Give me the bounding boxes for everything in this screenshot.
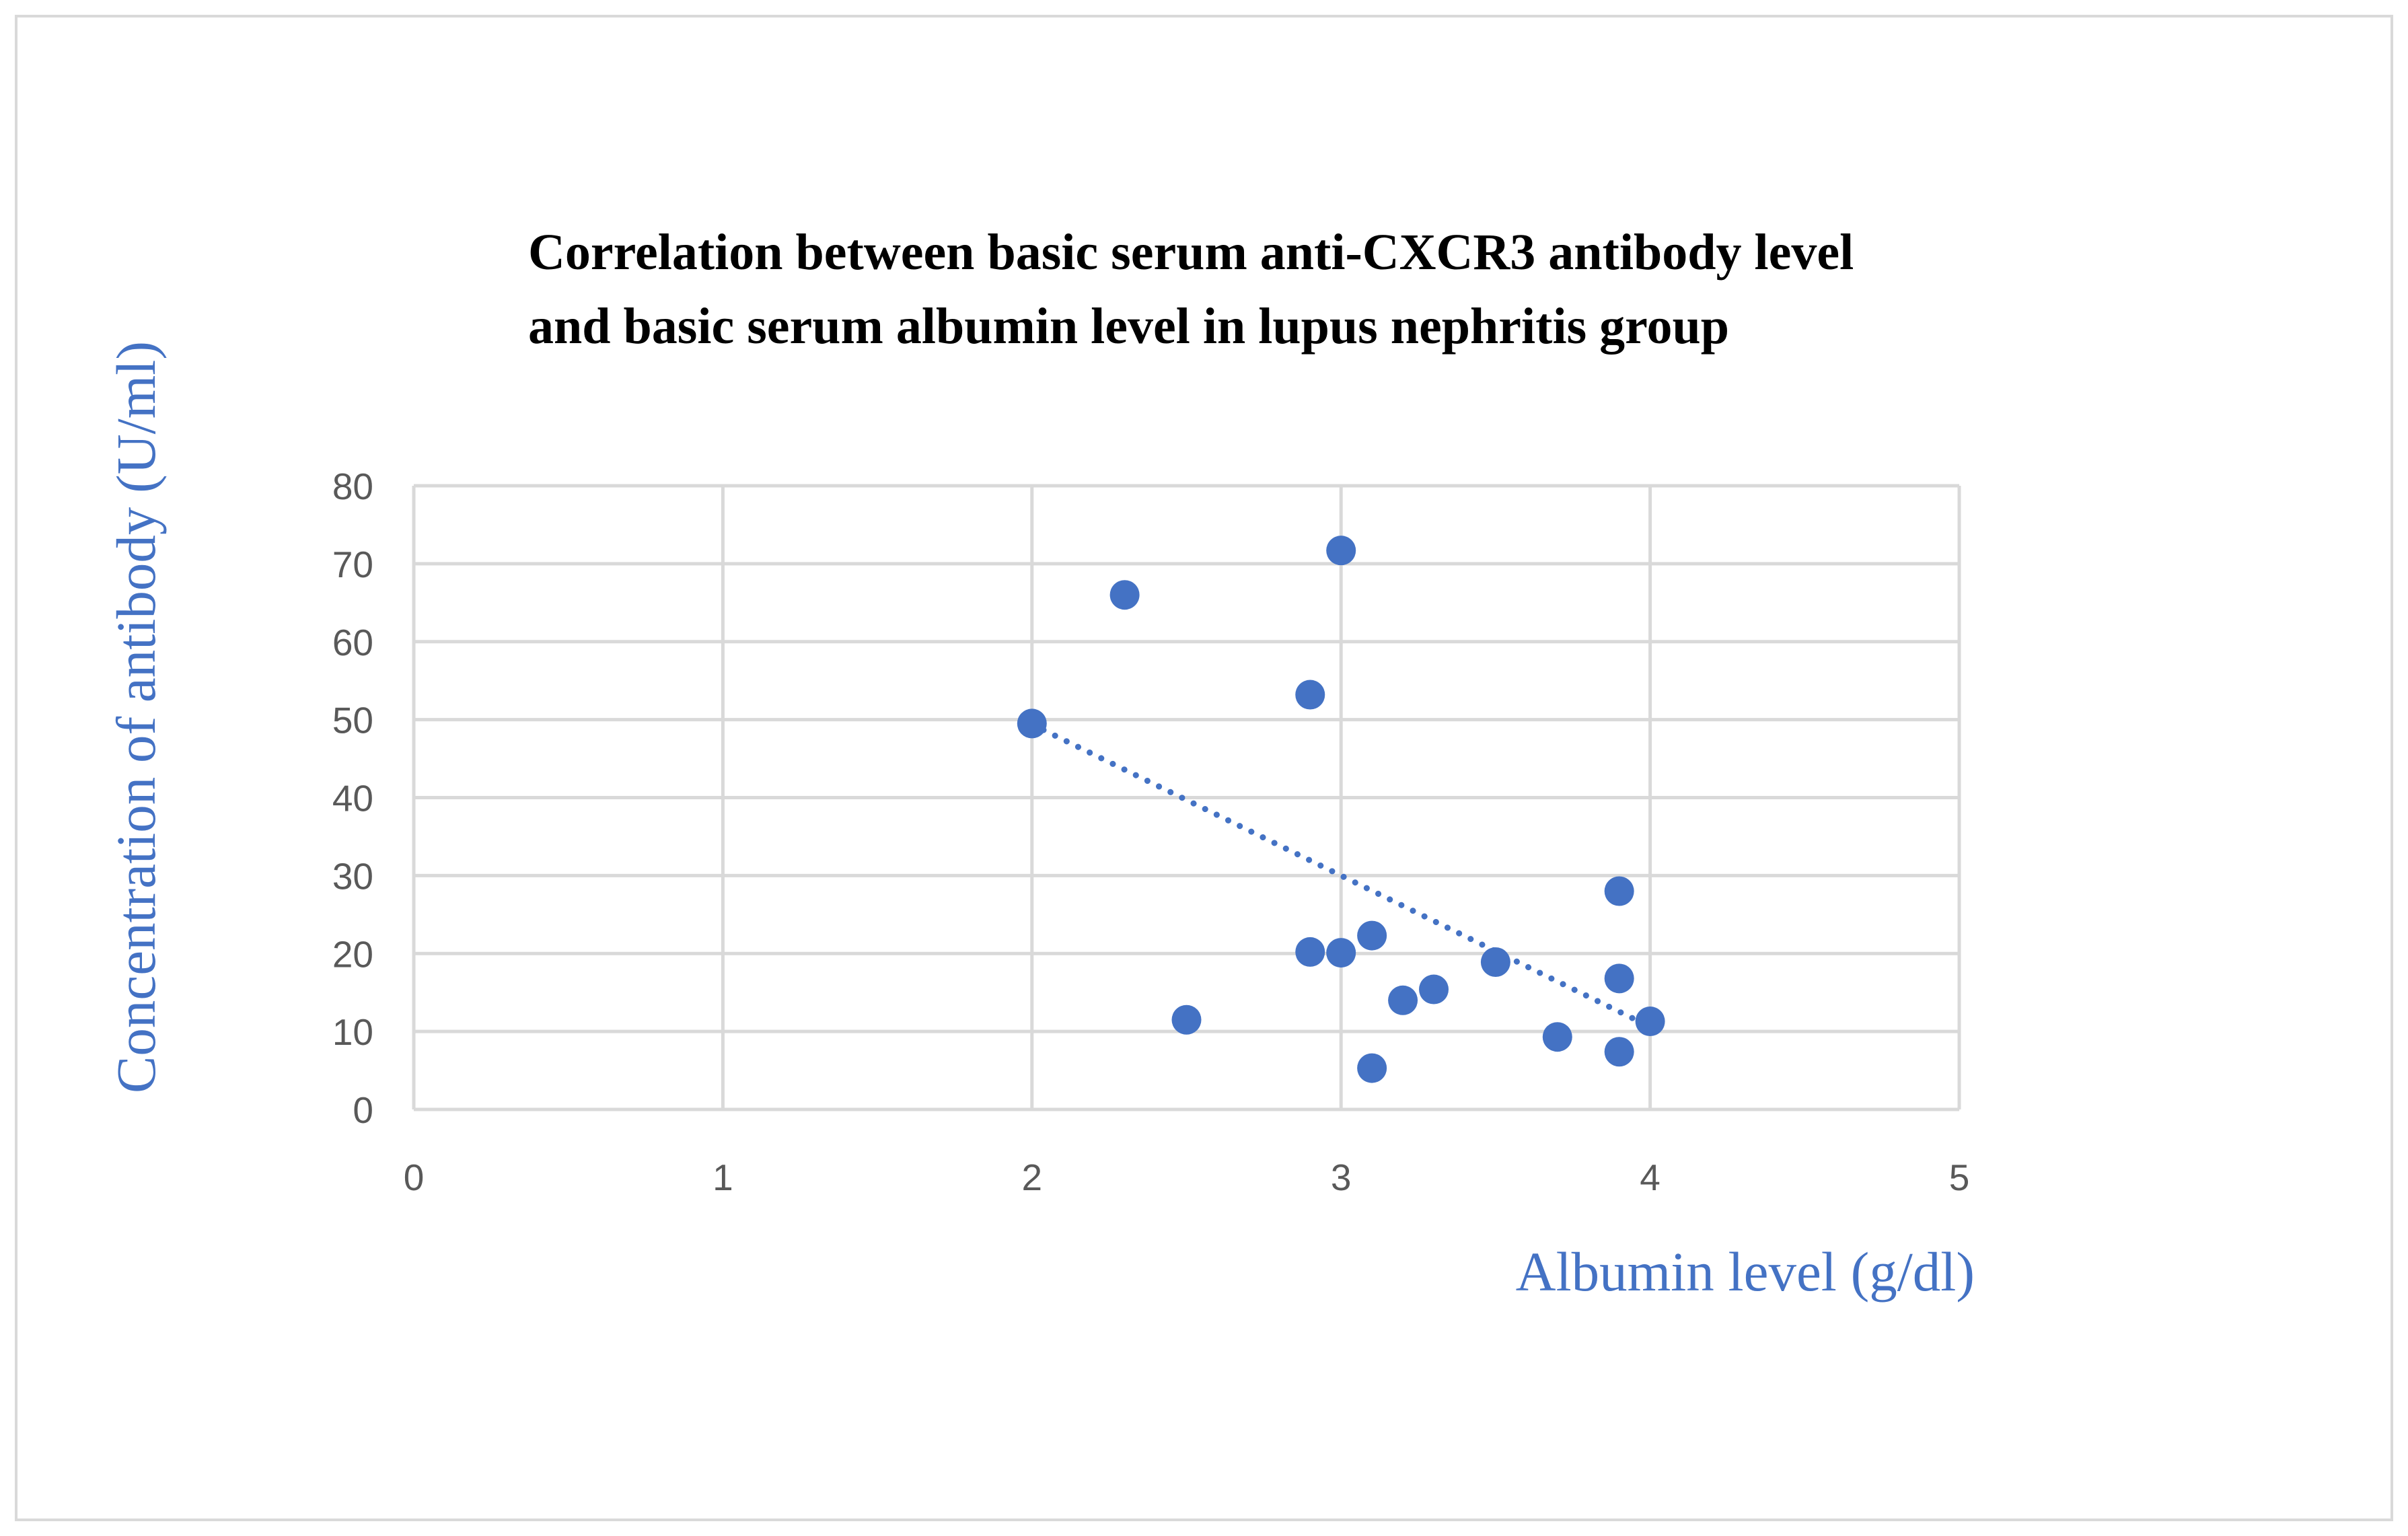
y-tick-label: 50 bbox=[332, 700, 373, 741]
data-point bbox=[1542, 1022, 1572, 1052]
chart-title-line-2: and basic serum albumin level in lupus n… bbox=[528, 298, 1729, 355]
data-points bbox=[1017, 536, 1665, 1083]
data-point bbox=[1171, 1004, 1202, 1035]
y-axis-ticks: 0 10 20 30 40 50 60 70 80 bbox=[332, 466, 373, 1131]
chart-frame bbox=[15, 15, 2393, 1521]
data-point bbox=[1326, 938, 1356, 968]
y-tick-label: 20 bbox=[332, 933, 373, 975]
data-point bbox=[1419, 974, 1449, 1004]
x-axis-title: Albumin level (g/dl) bbox=[1516, 1241, 1975, 1303]
y-tick-label: 10 bbox=[332, 1011, 373, 1053]
gridlines bbox=[412, 484, 1961, 1111]
data-point bbox=[1480, 947, 1510, 977]
x-tick-label: 0 bbox=[404, 1157, 425, 1198]
y-tick-label: 60 bbox=[332, 622, 373, 663]
data-point bbox=[1604, 876, 1634, 906]
y-tick-label: 80 bbox=[332, 466, 373, 507]
y-tick-label: 40 bbox=[332, 778, 373, 819]
trendline bbox=[1029, 721, 1654, 1030]
data-point bbox=[1604, 1037, 1634, 1067]
x-tick-label: 3 bbox=[1331, 1157, 1352, 1198]
x-tick-label: 4 bbox=[1640, 1157, 1661, 1198]
data-point bbox=[1357, 1053, 1387, 1083]
y-axis-title: Concentration of antibody (U/ml) bbox=[105, 341, 167, 1093]
chart-title-line-1: Correlation between basic serum anti-CXC… bbox=[528, 224, 1854, 281]
trendline-layer bbox=[1029, 721, 1654, 1030]
y-tick-label: 0 bbox=[353, 1089, 373, 1131]
data-point bbox=[1635, 1007, 1665, 1037]
data-point bbox=[1109, 580, 1140, 610]
data-point bbox=[1295, 937, 1325, 967]
data-point bbox=[1017, 708, 1047, 739]
x-tick-label: 1 bbox=[713, 1157, 733, 1198]
chart-title: Correlation between basic serum anti-CXC… bbox=[528, 224, 1854, 355]
x-tick-label: 2 bbox=[1022, 1157, 1043, 1198]
data-point bbox=[1357, 920, 1387, 951]
y-tick-label: 70 bbox=[332, 544, 373, 585]
y-tick-label: 30 bbox=[332, 855, 373, 897]
x-tick-label: 5 bbox=[1949, 1157, 1970, 1198]
data-point bbox=[1604, 963, 1634, 994]
data-point bbox=[1326, 536, 1356, 566]
x-axis-ticks: 0 1 2 3 4 5 bbox=[404, 1157, 1970, 1198]
data-point bbox=[1388, 985, 1418, 1015]
data-point bbox=[1295, 680, 1325, 710]
